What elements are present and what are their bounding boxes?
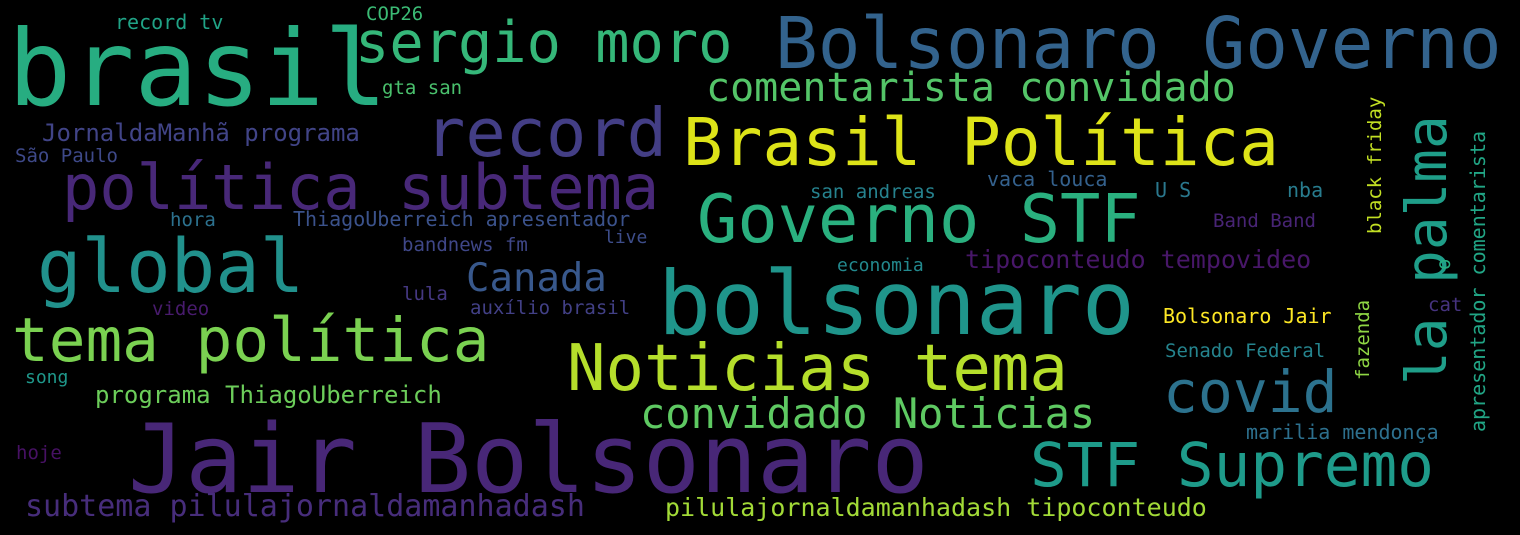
word-governo-stf: Governo STF [697,180,1141,258]
word-convidado-noticias: convidado Noticias [640,389,1096,438]
word-covid: covid [1163,358,1338,426]
word-u-s: U S [1155,178,1192,202]
word-brasil: brasil [8,8,388,130]
word-live: live [604,227,648,248]
word-marilia-mendonca: marilia mendonça [1246,420,1439,444]
word-jair-bolsonaro: Jair Bolsonaro [128,405,929,515]
word-canada: Canada [466,256,607,301]
word-senado-federal: Senado Federal [1165,340,1326,362]
word-bolsonaro: bolsonaro [658,252,1135,355]
word-tipoconteudo-tempovideo: tipoconteudo tempovideo [965,245,1312,274]
word-thiago-apresentador: ThiagoUberreich apresentador [293,207,631,231]
word-song: song [25,367,69,388]
word-stf-supremo: STF Supremo [1030,430,1434,501]
word-record: record [425,94,668,172]
word-la-palma: la palma [1395,115,1460,385]
word-lula: lula [402,283,448,305]
word-pilula-tipoconteudo: pilulajornaldamanhadash tipoconteudo [665,493,1207,522]
word-politica-subtema: política subtema [62,151,660,224]
word-apresentador-comentarista: apresentador comentarista [1466,130,1490,432]
word-programa-thiago: programa ThiagoUberreich [95,381,442,409]
word-cop26: COP26 [366,3,424,25]
word-o: o [1433,258,1455,270]
word-gta-san: gta san [382,77,463,99]
word-sao-paulo: São Paulo [15,145,118,167]
word-black-friday: black friday [1364,96,1386,234]
word-cat: cat [1428,294,1463,316]
word-bandnews-fm: bandnews fm [402,234,528,256]
word-bolsonaro-jair: Bolsonaro Jair [1163,304,1332,328]
word-brasil-politica: Brasil Política [683,104,1280,181]
word-economia: economia [837,255,924,276]
word-video: video [152,298,210,320]
word-nba: nba [1287,178,1324,202]
word-subtema-pilula: subtema pilulajornaldamanhadash [25,489,585,524]
word-auxilio-brasil: auxílio brasil [470,297,631,319]
word-bolsonaro-governo: Bolsonaro Governo [775,2,1502,85]
word-jornaldamanha-programa: JornaldaManhã programa [42,119,360,147]
word-sergio-moro: sergio moro [355,10,733,76]
word-vaca-louca: vaca louca [987,167,1108,191]
word-noticias-tema: Noticias tema [567,332,1068,406]
word-fazenda: fazenda [1352,299,1374,380]
word-hoje: hoje [16,442,62,464]
word-record-tv: record tv [115,10,224,34]
word-hora: hora [170,209,216,231]
word-san-andreas: san andreas [810,181,936,203]
word-comentarista-convidado: comentarista convidado [706,65,1236,111]
word-global: global [37,224,305,310]
word-band-band: Band Band [1213,210,1316,232]
word-tema-politica: tema política [12,305,490,376]
